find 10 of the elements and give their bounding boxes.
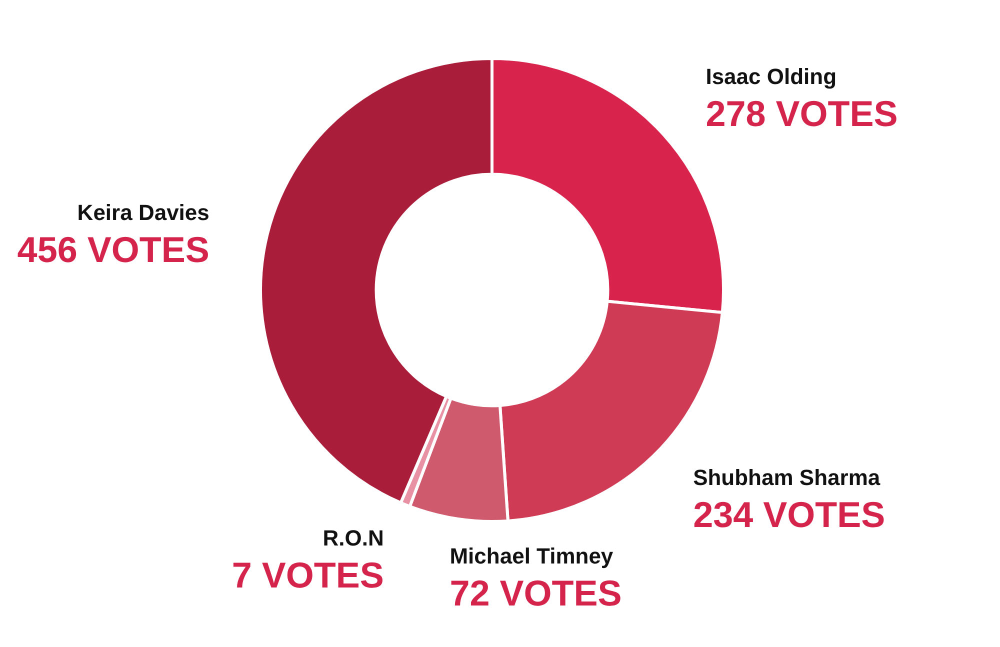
data-label: 278 VOTES bbox=[706, 93, 898, 134]
slice-label: Keira Davies bbox=[77, 200, 210, 225]
slice-label: Michael Timney bbox=[450, 543, 614, 568]
slice-label: Isaac Olding bbox=[706, 64, 837, 90]
data-label: 234 VOTES bbox=[693, 494, 886, 535]
data-label: 7 VOTES bbox=[232, 554, 384, 596]
data-label: 72 VOTES bbox=[450, 572, 622, 614]
slice-label: R.O.N bbox=[322, 525, 384, 550]
data-label: 456 VOTES bbox=[17, 228, 210, 270]
slice-label: Shubham Sharma bbox=[693, 464, 881, 490]
